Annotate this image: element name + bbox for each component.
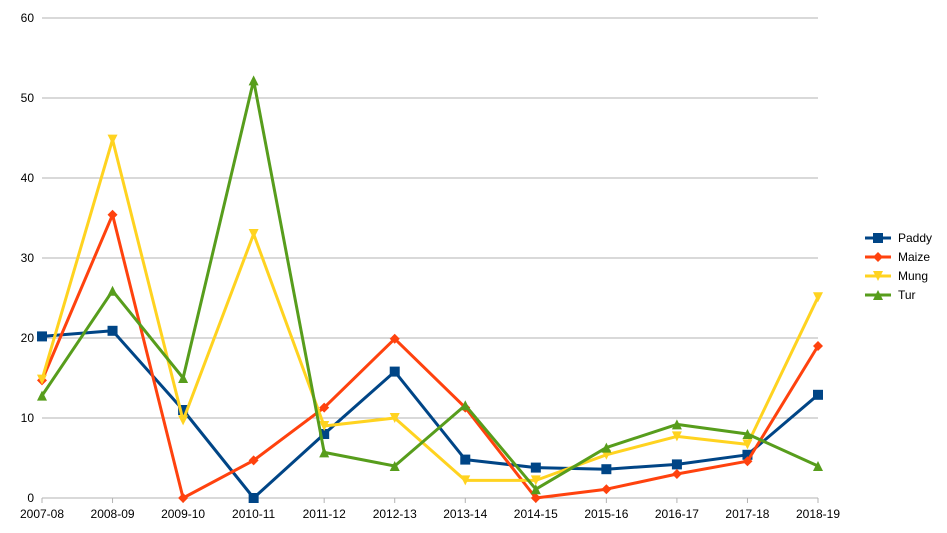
data-point-maize xyxy=(742,456,753,467)
legend-item-mung: Mung xyxy=(865,269,928,283)
data-point-tur xyxy=(460,400,471,411)
plot-series xyxy=(37,75,823,503)
y-tick-label: 0 xyxy=(27,491,34,505)
series-maize xyxy=(37,209,823,503)
x-tick-label: 2008-09 xyxy=(91,507,135,521)
x-tick-label: 2017-18 xyxy=(725,507,769,521)
gridlines xyxy=(42,17,818,499)
data-point-mung xyxy=(319,421,330,431)
data-point-mung xyxy=(389,413,400,423)
data-point-paddy xyxy=(389,366,400,377)
x-tick-label: 2010-11 xyxy=(232,507,275,521)
legend-label: Tur xyxy=(898,288,916,302)
x-axis-tick-labels: 2007-08 2008-09 2009-10 2010-11 2011-12 2012-… xyxy=(20,498,840,521)
x-tick-label: 2009-10 xyxy=(161,507,205,521)
data-point-maize xyxy=(813,341,823,351)
y-tick-label: 30 xyxy=(21,251,35,265)
data-point-maize xyxy=(319,402,330,413)
x-tick-label: 2018-19 xyxy=(796,507,840,521)
series-line-tur xyxy=(40,78,819,491)
data-point-paddy xyxy=(601,464,612,475)
data-point-paddy xyxy=(319,429,330,439)
data-point-paddy xyxy=(248,493,259,503)
data-point-tur xyxy=(107,285,118,296)
data-point-mung xyxy=(460,475,471,486)
x-tick-label: 2011-12 xyxy=(303,507,346,521)
legend-marker-maize xyxy=(873,252,883,262)
data-point-maize xyxy=(107,209,118,220)
data-point-tur xyxy=(601,442,612,453)
series-line-paddy xyxy=(41,329,819,500)
series-line-maize xyxy=(40,213,820,500)
series-mung xyxy=(37,134,823,486)
data-point-tur xyxy=(530,484,541,495)
data-point-paddy xyxy=(460,454,471,465)
series-paddy xyxy=(37,325,823,503)
y-tick-label: 40 xyxy=(21,171,35,185)
legend-label: Maize xyxy=(898,250,930,264)
data-point-tur xyxy=(813,461,823,471)
y-tick-label: 10 xyxy=(21,411,35,425)
y-tick-label: 20 xyxy=(21,331,35,345)
x-tick-label: 2007-08 xyxy=(20,507,64,521)
series-line-mung xyxy=(40,138,820,482)
data-point-paddy xyxy=(37,331,47,342)
data-point-mung xyxy=(530,475,541,486)
data-point-paddy xyxy=(107,325,118,336)
x-tick-label: 2015-16 xyxy=(584,507,628,521)
data-point-paddy xyxy=(530,462,541,473)
data-point-maize xyxy=(178,493,189,503)
data-point-mung xyxy=(178,415,189,426)
data-point-tur xyxy=(671,419,682,430)
legend-item-paddy: Paddy xyxy=(865,231,932,245)
data-point-paddy xyxy=(742,449,753,460)
data-point-mung xyxy=(671,431,682,442)
legend-label: Paddy xyxy=(898,231,932,245)
legend-item-tur: Tur xyxy=(865,288,916,302)
data-point-maize xyxy=(389,333,400,344)
data-point-mung xyxy=(37,374,47,385)
data-point-tur xyxy=(178,373,189,383)
data-point-tur xyxy=(389,461,400,471)
data-point-mung xyxy=(813,292,823,303)
legend: Paddy Maize Mung Tur xyxy=(865,231,932,302)
x-tick-label: 2016-17 xyxy=(655,507,699,521)
y-axis-tick-labels: 0 10 20 30 40 50 60 xyxy=(21,11,35,505)
legend-marker-mung xyxy=(873,271,883,281)
legend-label: Mung xyxy=(898,269,928,283)
x-tick-label: 2012-13 xyxy=(373,507,417,521)
data-point-tur xyxy=(248,75,259,86)
data-point-paddy xyxy=(178,405,189,415)
legend-marker-tur xyxy=(873,290,883,300)
legend-item-maize: Maize xyxy=(865,250,930,264)
data-point-mung xyxy=(248,229,259,239)
y-tick-label: 50 xyxy=(21,91,35,105)
data-point-maize xyxy=(671,469,682,479)
legend-marker-paddy xyxy=(873,233,883,243)
x-tick-label: 2014-15 xyxy=(514,507,558,521)
data-point-tur xyxy=(742,429,753,439)
data-point-tur xyxy=(37,390,47,401)
data-point-mung xyxy=(742,439,753,450)
data-point-maize xyxy=(601,484,612,495)
x-tick-label: 2013-14 xyxy=(443,507,487,521)
data-point-tur xyxy=(319,447,330,458)
data-point-paddy xyxy=(671,459,682,470)
series-tur xyxy=(37,75,823,495)
y-tick-label: 60 xyxy=(21,11,35,25)
data-point-mung xyxy=(107,134,118,145)
data-point-paddy xyxy=(813,389,823,400)
data-point-maize xyxy=(530,493,541,503)
data-point-maize xyxy=(248,455,259,466)
